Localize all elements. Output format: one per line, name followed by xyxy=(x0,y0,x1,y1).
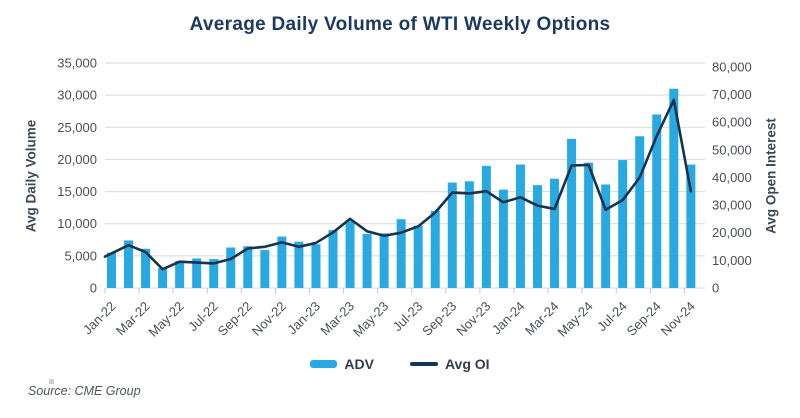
right-axis-tick-label: 60,000 xyxy=(712,115,752,130)
x-axis-tick-label: Sep-22 xyxy=(215,299,255,339)
adv-bar xyxy=(498,189,508,288)
right-axis-tick-label: 50,000 xyxy=(712,142,752,157)
left-axis-tick-label: 5,000 xyxy=(64,248,97,263)
adv-bar xyxy=(464,181,474,288)
legend-item-avg-oi: Avg OI xyxy=(409,356,490,372)
adv-bar xyxy=(550,178,560,288)
right-axis-tick-label: 70,000 xyxy=(712,87,752,102)
left-axis-tick-label: 25,000 xyxy=(57,120,97,135)
adv-bar xyxy=(260,250,270,288)
left-axis-tick-label: 30,000 xyxy=(57,88,97,103)
adv-bar xyxy=(430,210,440,288)
x-axis-tick-label: Mar-22 xyxy=(113,299,153,339)
adv-bar xyxy=(226,247,236,288)
adv-bar xyxy=(158,268,168,288)
avg-oi-swatch-icon xyxy=(409,362,438,366)
x-axis-tick-label: Jan-22 xyxy=(80,299,119,338)
adv-bar xyxy=(515,164,525,288)
adv-bar xyxy=(106,252,116,288)
adv-bar xyxy=(618,160,628,288)
stray-mark xyxy=(49,379,54,384)
adv-bar xyxy=(413,225,423,288)
legend-item-adv: ADV xyxy=(310,356,374,372)
x-axis-tick-label: Nov-24 xyxy=(658,299,698,339)
adv-bar xyxy=(379,233,389,288)
adv-bar xyxy=(311,244,321,288)
right-axis-tick-label: 80,000 xyxy=(712,59,752,74)
right-axis-tick-label: 30,000 xyxy=(712,198,752,213)
left-axis-tick-label: 20,000 xyxy=(57,152,97,167)
x-axis-tick-label: Mar-24 xyxy=(522,299,562,339)
right-axis-tick-label: 0 xyxy=(712,281,719,296)
x-axis-tick-label: May-22 xyxy=(145,299,186,340)
x-axis-tick-label: May-23 xyxy=(350,299,391,340)
adv-bar xyxy=(243,246,253,288)
right-axis-tick-label: 40,000 xyxy=(712,170,752,185)
adv-bar xyxy=(209,259,219,288)
adv-bar xyxy=(481,165,491,288)
adv-bar xyxy=(294,241,304,288)
legend-label-adv: ADV xyxy=(344,356,374,372)
source-note: Source: CME Group xyxy=(28,384,141,398)
legend: ADV Avg OI xyxy=(0,356,800,372)
chart-title: Average Daily Volume of WTI Weekly Optio… xyxy=(189,14,611,35)
right-axis-tick-label: 10,000 xyxy=(712,253,752,268)
x-axis-tick-label: Nov-22 xyxy=(249,299,289,339)
adv-bar xyxy=(362,234,372,288)
left-axis-tick-label: 35,000 xyxy=(57,56,97,71)
adv-swatch-icon xyxy=(310,360,338,368)
x-axis-tick-label: Nov-23 xyxy=(453,299,493,339)
x-axis-tick-label: Sep-24 xyxy=(624,299,664,339)
left-axis-tick-label: 0 xyxy=(90,281,97,296)
adv-bar xyxy=(669,88,679,288)
adv-bar xyxy=(328,230,338,288)
x-axis-tick-label: Jan-24 xyxy=(489,299,528,338)
adv-bar xyxy=(175,261,185,288)
adv-bar xyxy=(584,162,594,288)
x-axis-tick-label: May-24 xyxy=(554,299,595,340)
adv-bar xyxy=(532,185,542,288)
adv-bar xyxy=(635,136,645,288)
adv-bar xyxy=(396,219,406,288)
avg-oi-line xyxy=(103,98,693,271)
left-axis-tick-label: 10,000 xyxy=(57,216,97,231)
right-axis-tick-label: 20,000 xyxy=(712,225,752,240)
adv-bar xyxy=(686,164,696,288)
adv-bar xyxy=(567,138,577,288)
adv-bar xyxy=(141,248,151,288)
adv-bar xyxy=(447,182,457,288)
adv-bar xyxy=(124,240,134,288)
x-axis-tick-label: Sep-23 xyxy=(419,299,459,339)
x-axis-tick-label: Jan-23 xyxy=(284,299,323,338)
adv-bar xyxy=(345,221,355,288)
adv-bar xyxy=(652,114,662,288)
adv-bar xyxy=(277,236,287,288)
x-axis-tick-label: Mar-23 xyxy=(317,299,357,339)
legend-label-avg-oi: Avg OI xyxy=(444,356,490,372)
adv-bar xyxy=(192,258,202,288)
left-axis-tick-label: 15,000 xyxy=(57,184,97,199)
adv-bar xyxy=(601,184,611,288)
